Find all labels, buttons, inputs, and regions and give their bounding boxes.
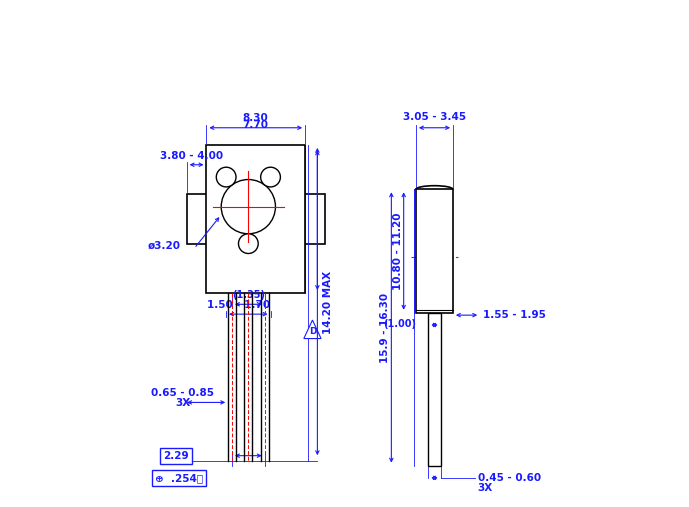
Text: 3.05 - 3.45: 3.05 - 3.45 bbox=[403, 112, 466, 122]
Text: 7.70: 7.70 bbox=[243, 120, 269, 130]
Text: 3.80 - 4.00: 3.80 - 4.00 bbox=[160, 151, 223, 161]
Text: 1.55 - 1.95: 1.55 - 1.95 bbox=[482, 310, 546, 320]
Bar bbox=[207, 145, 305, 293]
Bar bbox=[416, 190, 453, 313]
Text: D: D bbox=[309, 327, 316, 336]
Circle shape bbox=[216, 167, 236, 187]
Bar bbox=[187, 194, 325, 244]
Text: 10.80 - 11.20: 10.80 - 11.20 bbox=[393, 212, 403, 290]
Text: (1.35): (1.35) bbox=[232, 291, 265, 300]
Text: 2.29: 2.29 bbox=[163, 451, 189, 461]
Bar bbox=[429, 313, 441, 465]
Text: 14.20 MAX: 14.20 MAX bbox=[323, 271, 333, 335]
Text: ø3.20: ø3.20 bbox=[147, 241, 181, 251]
Text: ⊕  .254Ⓜ: ⊕ .254Ⓜ bbox=[155, 473, 203, 483]
Circle shape bbox=[238, 234, 258, 254]
Text: 1.50 - 1.70: 1.50 - 1.70 bbox=[207, 300, 270, 310]
Text: 3X: 3X bbox=[477, 483, 493, 493]
Text: 15.9 - 16.30: 15.9 - 16.30 bbox=[380, 293, 391, 363]
Text: 3X: 3X bbox=[175, 399, 190, 408]
Polygon shape bbox=[304, 320, 321, 339]
Circle shape bbox=[260, 167, 280, 187]
Text: 8.30: 8.30 bbox=[243, 113, 269, 123]
Text: (1.00): (1.00) bbox=[383, 318, 416, 329]
Text: 0.65 - 0.85: 0.65 - 0.85 bbox=[152, 388, 214, 399]
Text: 0.45 - 0.60: 0.45 - 0.60 bbox=[477, 473, 541, 483]
Circle shape bbox=[221, 179, 276, 234]
